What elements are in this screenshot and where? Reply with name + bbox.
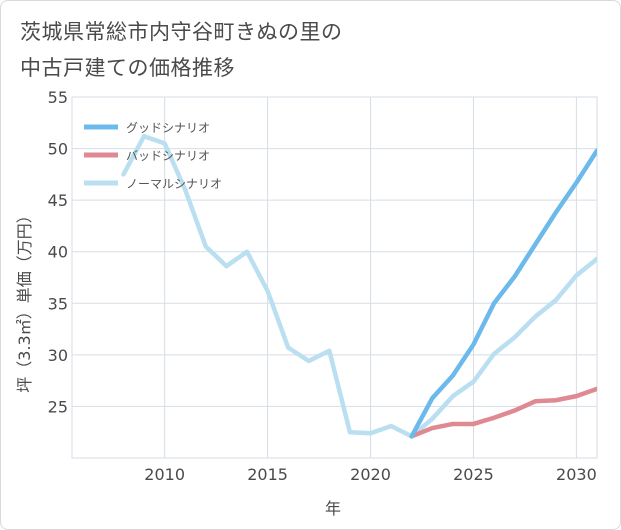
y-tick-label: 35 <box>48 294 68 313</box>
legend-label-good: グッドシナリオ <box>126 121 210 135</box>
x-tick-label: 2025 <box>453 465 494 484</box>
x-axis-label: 年 <box>325 499 341 518</box>
y-tick-label: 30 <box>48 346 68 365</box>
y-axis-label: 坪（3.3㎡）単価（万円） <box>15 207 34 392</box>
x-tick-label: 2015 <box>247 465 288 484</box>
series-line-bad <box>409 386 597 439</box>
x-tick-label: 2030 <box>556 465 597 484</box>
legend-label-normal: ノーマルシナリオ <box>126 177 222 191</box>
y-tick-label: 25 <box>48 397 68 416</box>
x-tick-label: 2020 <box>350 465 391 484</box>
y-tick-label: 50 <box>48 140 68 159</box>
tick-labels: 2010 2015 2020 2025 2030 25 30 35 40 45 50 55 <box>48 88 597 484</box>
chart-title-line-1: 茨城県常総市内守谷町きぬの里の <box>20 20 343 44</box>
legend-label-bad: バッドシナリオ <box>126 149 210 163</box>
chart-title-line-2: 中古戸建ての価格推移 <box>20 56 235 80</box>
y-tick-label: 40 <box>48 243 68 262</box>
y-tick-label: 55 <box>48 88 68 107</box>
x-tick-label: 2010 <box>144 465 185 484</box>
grid-lines <box>71 96 598 459</box>
series-lines <box>121 133 597 439</box>
series-line-normal <box>121 133 597 439</box>
chart-title: 茨城県常総市内守谷町きぬの里の 中古戸建ての価格推移 <box>20 14 343 86</box>
series-line-good <box>409 148 597 439</box>
y-tick-label: 45 <box>48 191 68 210</box>
